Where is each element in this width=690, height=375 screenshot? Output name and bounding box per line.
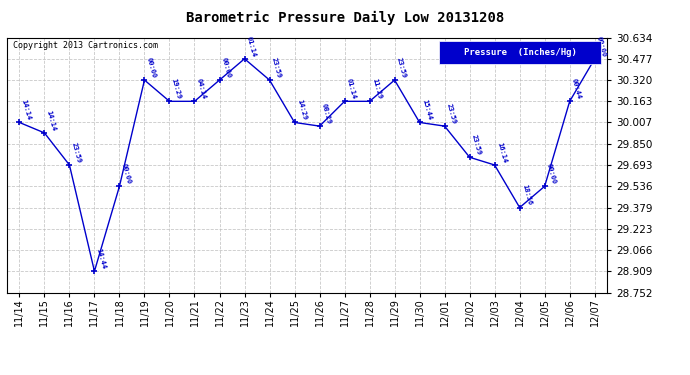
Text: Copyright 2013 Cartronics.com: Copyright 2013 Cartronics.com (13, 41, 158, 50)
Text: 23:59: 23:59 (271, 57, 282, 79)
Text: 00:00: 00:00 (121, 163, 132, 185)
Text: 16:14: 16:14 (496, 141, 507, 164)
Text: 00:44: 00:44 (571, 78, 582, 100)
Text: 23:59: 23:59 (446, 103, 457, 125)
Text: 14:44: 14:44 (96, 248, 107, 270)
Text: 19:29: 19:29 (171, 78, 182, 100)
Text: 14:29: 14:29 (296, 99, 307, 121)
Text: 01:14: 01:14 (246, 35, 257, 57)
Text: Barometric Pressure Daily Low 20131208: Barometric Pressure Daily Low 20131208 (186, 11, 504, 26)
Text: 23:59: 23:59 (396, 57, 407, 79)
Text: 08:29: 08:29 (321, 103, 333, 125)
Text: 18:56: 18:56 (521, 184, 533, 206)
Text: 11:29: 11:29 (371, 78, 382, 100)
Text: 01:14: 01:14 (346, 78, 357, 100)
Text: 14:14: 14:14 (21, 99, 32, 121)
Text: 00:00: 00:00 (546, 163, 558, 185)
Text: 23:59: 23:59 (71, 141, 82, 164)
Text: 14:14: 14:14 (46, 110, 57, 132)
Text: Pressure  (Inches/Hg): Pressure (Inches/Hg) (464, 48, 577, 57)
Text: 04:14: 04:14 (196, 78, 207, 100)
Text: 15:44: 15:44 (421, 99, 433, 121)
Text: 23:59: 23:59 (471, 134, 482, 156)
Text: 00:00: 00:00 (146, 57, 157, 79)
Text: 00:00: 00:00 (596, 35, 607, 57)
Bar (439, 41, 601, 64)
Text: 00:00: 00:00 (221, 57, 233, 79)
